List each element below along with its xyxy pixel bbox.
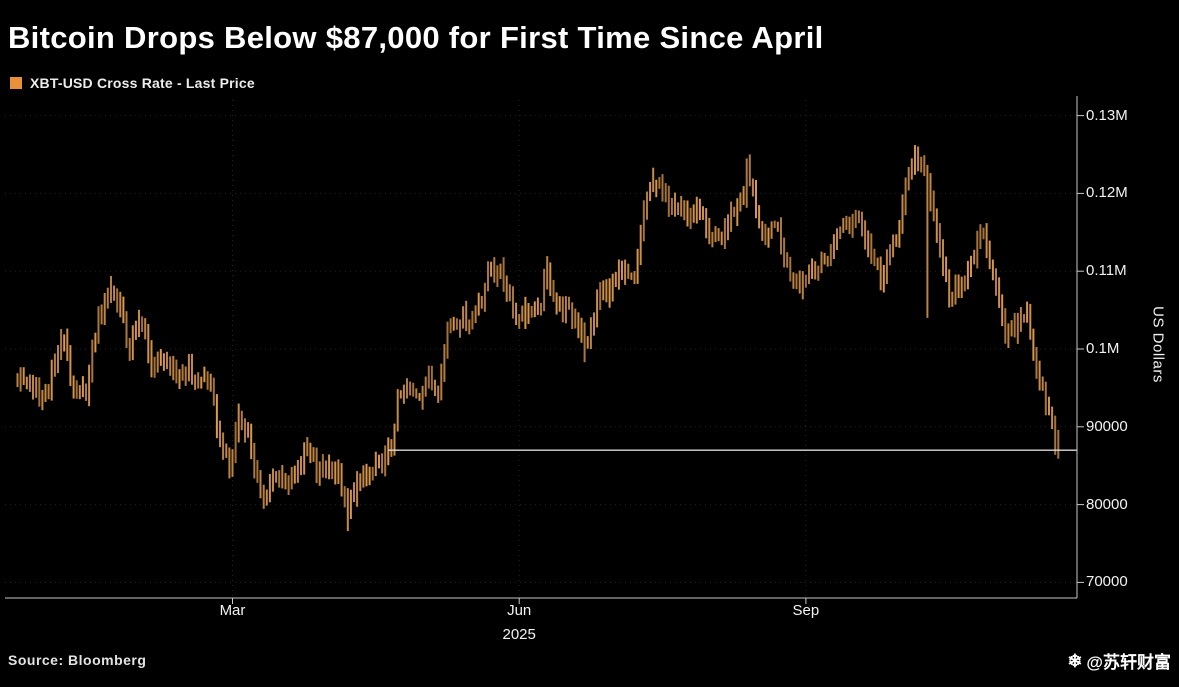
watermark: ❄ @苏轩财富 [1067,648,1171,673]
legend: XBT-USD Cross Rate - Last Price [10,75,255,91]
y-axis-title: US Dollars [1149,306,1167,383]
legend-swatch-icon [10,77,22,89]
chart-title: Bitcoin Drops Below $87,000 for First Ti… [8,20,824,55]
legend-label: XBT-USD Cross Rate - Last Price [30,75,255,91]
watermark-text: @苏轩财富 [1086,653,1171,672]
x-axis-year-label: 2025 [502,626,536,643]
snowflake-icon: ❄ [1067,650,1083,671]
source-credit: Source: Bloomberg [8,652,147,668]
